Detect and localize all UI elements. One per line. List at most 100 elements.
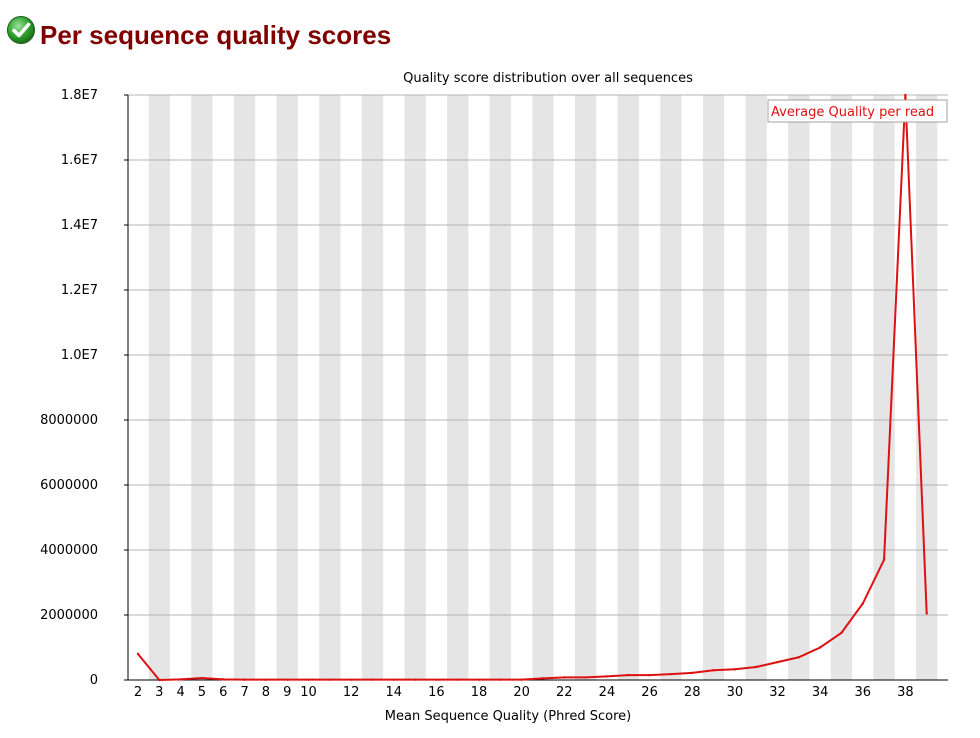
data-point xyxy=(648,673,651,677)
quality-score-chart: 0 2000000 4000000 6000000 8000000 1.0E7 1.2E7 1… xyxy=(0,60,980,730)
column-band xyxy=(532,95,554,680)
data-point xyxy=(413,678,417,681)
data-point xyxy=(264,678,268,681)
chart-title: Quality score distribution over all sequ… xyxy=(403,71,693,86)
column-band xyxy=(276,95,298,680)
y-tick-labels: 0 2000000 4000000 6000000 8000000 1.0E7 1.2E7 1… xyxy=(40,88,98,688)
column-band xyxy=(404,95,426,680)
check-circle-icon xyxy=(7,16,35,44)
x-tick-labels: 2 3 4 5 6 7 8 9 10 12 14 16 18 20 22 24 26 28 30 32 34 36 38 xyxy=(134,685,914,700)
y-tick-label: 1.2E7 xyxy=(61,283,98,298)
y-tick-label: 8000000 xyxy=(40,413,98,428)
x-tick-label: 10 xyxy=(300,685,317,700)
x-tick-label: 30 xyxy=(727,685,744,700)
x-tick-label: 2 xyxy=(134,685,142,700)
x-tick-label: 24 xyxy=(599,685,616,700)
y-tick-label: 1.4E7 xyxy=(61,218,98,233)
x-tick-label: 3 xyxy=(155,685,163,700)
chart-svg: 0 2000000 4000000 6000000 8000000 1.0E7 1.2E7 1… xyxy=(40,71,948,724)
column-band xyxy=(830,95,853,680)
x-tick-label: 34 xyxy=(812,685,829,700)
column-band xyxy=(148,95,170,680)
x-tick-label: 28 xyxy=(684,685,701,700)
x-tick-label: 18 xyxy=(471,685,488,700)
data-point xyxy=(925,612,928,615)
data-point xyxy=(477,678,481,681)
x-tick-label: 36 xyxy=(854,685,871,700)
column-band xyxy=(660,95,682,680)
data-point xyxy=(222,678,225,681)
y-tick-label: 1.6E7 xyxy=(61,153,98,168)
x-tick-label: 38 xyxy=(897,685,914,700)
data-point xyxy=(563,676,566,679)
data-point xyxy=(158,678,161,682)
x-axis-label: Mean Sequence Quality (Phred Score) xyxy=(385,709,631,724)
data-point xyxy=(136,652,140,656)
column-band xyxy=(361,95,384,680)
y-tick-label: 1.0E7 xyxy=(61,348,98,363)
x-tick-label: 6 xyxy=(219,685,227,700)
column-band xyxy=(574,95,597,680)
data-point xyxy=(584,676,587,679)
data-point xyxy=(371,678,374,681)
x-tick-label: 32 xyxy=(769,685,786,700)
x-tick-label: 16 xyxy=(428,685,445,700)
module-title: Per sequence quality scores xyxy=(40,20,392,50)
y-tick-label: 1.8E7 xyxy=(61,88,98,103)
gridlines xyxy=(124,94,948,681)
data-point xyxy=(797,656,800,659)
data-point xyxy=(776,660,779,664)
x-tick-label: 20 xyxy=(513,685,530,700)
data-point xyxy=(818,646,822,649)
y-tick-label: 0 xyxy=(90,673,98,688)
data-point xyxy=(286,678,289,681)
data-point xyxy=(861,602,864,605)
x-tick-label: 7 xyxy=(240,685,248,700)
series-line xyxy=(137,94,928,682)
data-point xyxy=(349,678,353,681)
data-point xyxy=(669,672,673,676)
data-point xyxy=(541,677,545,680)
data-point xyxy=(904,93,907,97)
data-point xyxy=(200,676,204,680)
x-tick-label: 26 xyxy=(641,685,658,700)
column-band xyxy=(191,95,213,680)
data-point xyxy=(456,678,459,681)
data-point xyxy=(243,678,246,681)
column-band xyxy=(873,95,895,680)
x-tick-label: 5 xyxy=(198,685,206,700)
data-point xyxy=(499,678,502,681)
column-band xyxy=(702,95,725,680)
data-point xyxy=(627,673,630,677)
x-tick-label: 22 xyxy=(556,685,573,700)
data-point xyxy=(435,678,438,681)
data-series xyxy=(136,93,928,682)
y-tick-label: 6000000 xyxy=(40,478,98,493)
x-tick-label: 4 xyxy=(176,685,184,700)
data-point xyxy=(754,665,758,669)
data-point xyxy=(712,669,715,672)
column-bands xyxy=(148,95,938,680)
data-point xyxy=(520,678,523,681)
x-tick-label: 8 xyxy=(262,685,270,700)
column-band xyxy=(916,95,938,680)
column-band xyxy=(319,95,341,680)
column-band xyxy=(788,95,810,680)
column-band xyxy=(489,95,512,680)
data-point xyxy=(392,678,395,681)
data-point xyxy=(691,671,694,675)
y-tick-label: 4000000 xyxy=(40,543,98,558)
legend-box xyxy=(767,99,948,123)
data-point xyxy=(328,678,332,681)
x-tick-label: 14 xyxy=(386,685,403,700)
data-point xyxy=(307,678,310,681)
legend-entry: Average Quality per read xyxy=(771,105,934,120)
column-band xyxy=(617,95,639,680)
data-point xyxy=(882,558,886,561)
legend: Average Quality per read xyxy=(767,99,948,123)
data-point xyxy=(733,668,737,671)
x-tick-label: 12 xyxy=(343,685,360,700)
y-tick-label: 2000000 xyxy=(40,608,98,623)
data-point xyxy=(179,678,182,681)
column-band xyxy=(447,95,469,680)
